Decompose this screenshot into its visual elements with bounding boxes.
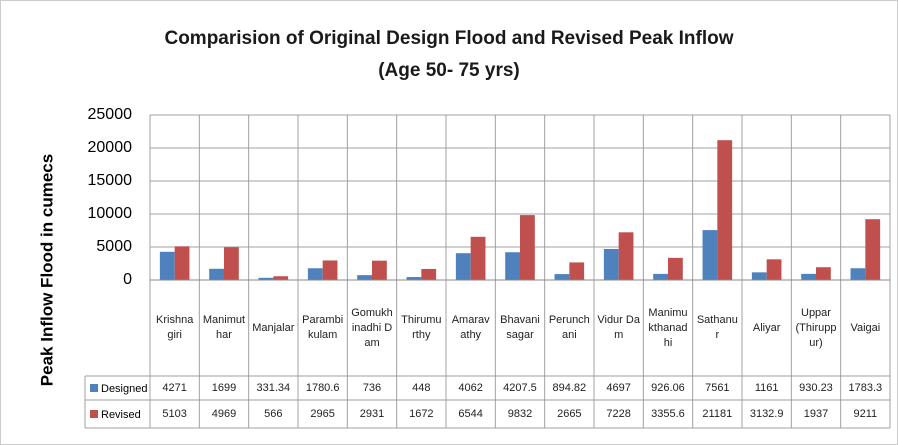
category-label: Aliyar bbox=[752, 321, 781, 334]
y-tick-label: 15000 bbox=[88, 172, 133, 189]
bar bbox=[505, 252, 520, 280]
y-tick-label: 25000 bbox=[88, 106, 133, 123]
table-value: 926.06 bbox=[651, 381, 685, 394]
category-label: Krishnagiri bbox=[156, 314, 194, 341]
legend-swatch bbox=[90, 410, 98, 418]
bar bbox=[307, 268, 323, 280]
table-value: 4969 bbox=[211, 407, 237, 420]
bar bbox=[766, 259, 782, 280]
table-value: 4062 bbox=[458, 381, 483, 394]
category-label: Vaigai bbox=[850, 321, 881, 334]
bar bbox=[702, 230, 718, 280]
y-tick-label: 5000 bbox=[96, 238, 132, 255]
category-label: Vidur Dam bbox=[597, 314, 640, 341]
bar bbox=[668, 257, 683, 280]
bar bbox=[159, 251, 175, 280]
chart-title: Comparision of Original Design Flood and… bbox=[164, 28, 734, 49]
table-value: 2665 bbox=[557, 407, 582, 420]
bar bbox=[850, 268, 866, 280]
category-label: Sathanur bbox=[696, 314, 738, 341]
table-value: 2965 bbox=[310, 407, 335, 420]
table-value: 1672 bbox=[409, 407, 434, 420]
bar bbox=[224, 247, 239, 280]
table-value: 7228 bbox=[606, 407, 631, 420]
legend-label: Revised bbox=[101, 409, 141, 421]
table-value: 448 bbox=[412, 381, 431, 394]
legend-swatch bbox=[90, 384, 98, 392]
bar bbox=[174, 246, 190, 280]
y-tick-label: 20000 bbox=[88, 139, 133, 156]
category-label: Manimukthanadhi bbox=[648, 306, 688, 349]
table-value: 930.23 bbox=[799, 381, 833, 394]
bar bbox=[751, 272, 767, 280]
table-value: 9832 bbox=[507, 407, 533, 420]
bar bbox=[801, 273, 816, 280]
table-value: 2931 bbox=[359, 407, 385, 420]
bar bbox=[258, 277, 274, 280]
table-value: 1161 bbox=[754, 381, 779, 394]
bar bbox=[520, 215, 535, 280]
table-value: 7561 bbox=[705, 381, 730, 394]
bar bbox=[470, 236, 486, 280]
category-label: Parambikulam bbox=[302, 314, 344, 341]
table-value: 3355.6 bbox=[651, 407, 685, 420]
bar bbox=[209, 268, 224, 280]
table-value: 566 bbox=[264, 407, 283, 420]
table-value: 1699 bbox=[211, 381, 237, 394]
y-tick-label: 10000 bbox=[88, 205, 133, 222]
bar bbox=[273, 276, 289, 280]
category-label: Manjalar bbox=[252, 321, 295, 334]
table-value: 1780.6 bbox=[305, 381, 340, 394]
bar bbox=[357, 275, 372, 280]
table-value: 736 bbox=[362, 381, 382, 394]
y-tick-label: 0 bbox=[123, 271, 132, 288]
table-value: 5103 bbox=[162, 407, 187, 420]
category-label: Perunchani bbox=[548, 314, 590, 341]
table-value: 4271 bbox=[162, 381, 187, 394]
bar bbox=[569, 262, 585, 280]
bar bbox=[554, 274, 570, 280]
table-value: 894.82 bbox=[552, 381, 587, 394]
table-value: 331.34 bbox=[256, 381, 291, 394]
bar bbox=[653, 273, 668, 280]
bar bbox=[618, 232, 634, 280]
bar bbox=[865, 219, 881, 280]
bar bbox=[372, 260, 387, 280]
category-label: Bhavanisagar bbox=[500, 314, 540, 341]
y-axis-label: Peak Inflow Flood in cumecs bbox=[37, 154, 56, 386]
table-value: 1937 bbox=[803, 407, 829, 420]
bar bbox=[455, 253, 471, 280]
category-label: Manimuthar bbox=[202, 314, 246, 341]
table-value: 9211 bbox=[853, 407, 878, 420]
category-label: Uppar (Thiruppur) bbox=[795, 306, 837, 349]
table-value: 21181 bbox=[702, 407, 733, 420]
category-label: Gomukhinadhi Dam bbox=[351, 306, 393, 349]
category-label: Thirumurthy bbox=[401, 314, 442, 341]
table-value: 6544 bbox=[458, 407, 483, 420]
table-value: 3132.9 bbox=[749, 407, 784, 420]
table-value: 4207.5 bbox=[503, 381, 537, 394]
legend-label: Designed bbox=[101, 383, 147, 395]
bar bbox=[816, 267, 831, 280]
chart-subtitle: (Age 50- 75 yrs) bbox=[378, 60, 520, 81]
table-value: 1783.3 bbox=[848, 381, 883, 394]
bar bbox=[322, 260, 338, 280]
bar bbox=[421, 268, 437, 280]
bar bbox=[603, 248, 619, 280]
bar bbox=[406, 277, 422, 280]
category-label: Amaravathy bbox=[451, 314, 490, 341]
bar bbox=[717, 140, 733, 280]
table-value: 4697 bbox=[606, 381, 631, 394]
